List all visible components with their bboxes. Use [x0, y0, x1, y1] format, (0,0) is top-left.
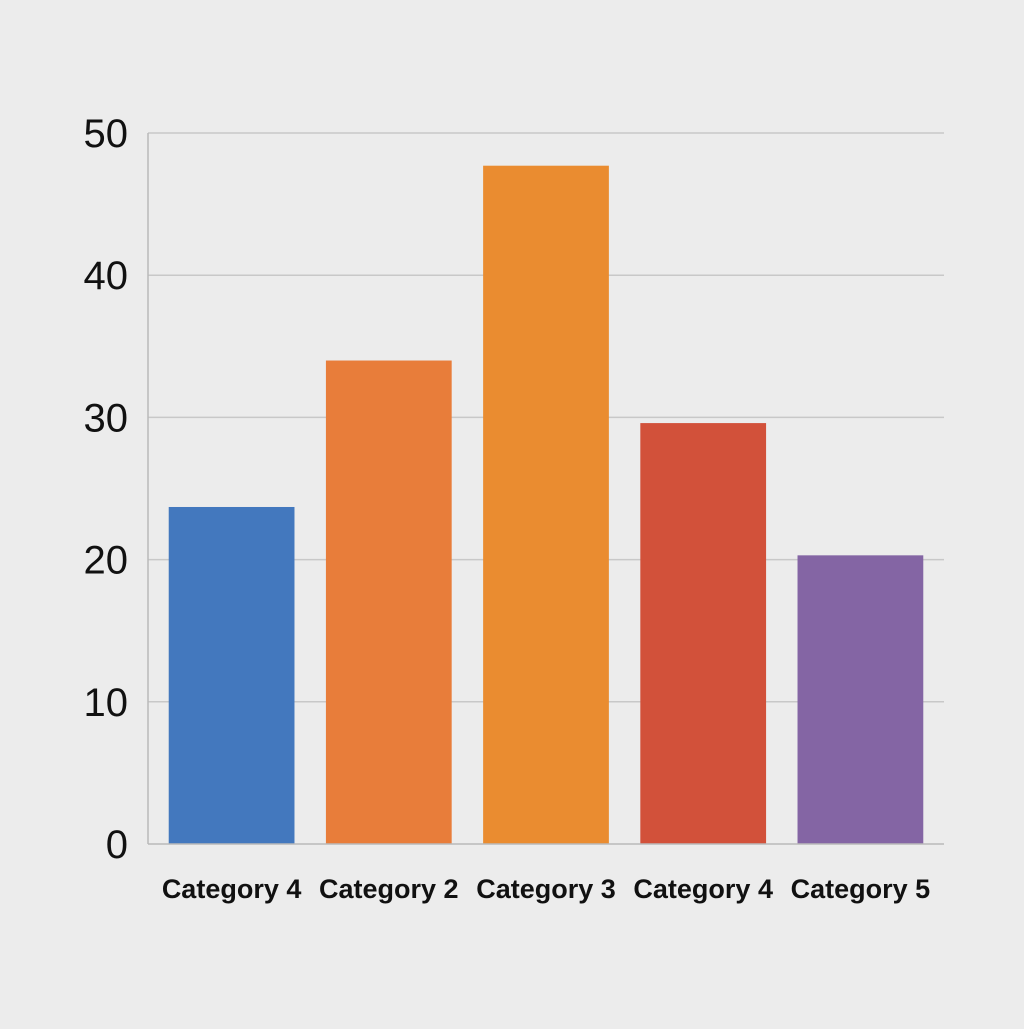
- bar-5: [797, 555, 924, 844]
- y-tick-label: 30: [84, 396, 129, 440]
- bars: [168, 165, 924, 844]
- x-tick-label: Category 5: [791, 874, 931, 904]
- y-tick-label: 10: [84, 681, 129, 725]
- y-tick-label: 20: [84, 539, 129, 583]
- bar-1: [168, 506, 295, 844]
- bar-2: [325, 360, 452, 844]
- bar-3: [483, 165, 609, 844]
- x-tick-label: Category 2: [319, 874, 459, 904]
- x-tick-label: Category 3: [476, 874, 616, 904]
- bar-4: [640, 423, 767, 844]
- x-tick-label: Category 4: [633, 874, 773, 904]
- x-axis-tick-labels: Category 4 Category 2 Category 3 Category 4…: [162, 874, 930, 904]
- y-tick-label: 40: [84, 254, 129, 298]
- y-tick-label: 50: [84, 112, 129, 156]
- y-tick-label: 0: [106, 823, 128, 867]
- y-axis-tick-labels: 0 10 20 30 40 50: [84, 112, 129, 867]
- x-tick-label: Category 4: [162, 874, 302, 904]
